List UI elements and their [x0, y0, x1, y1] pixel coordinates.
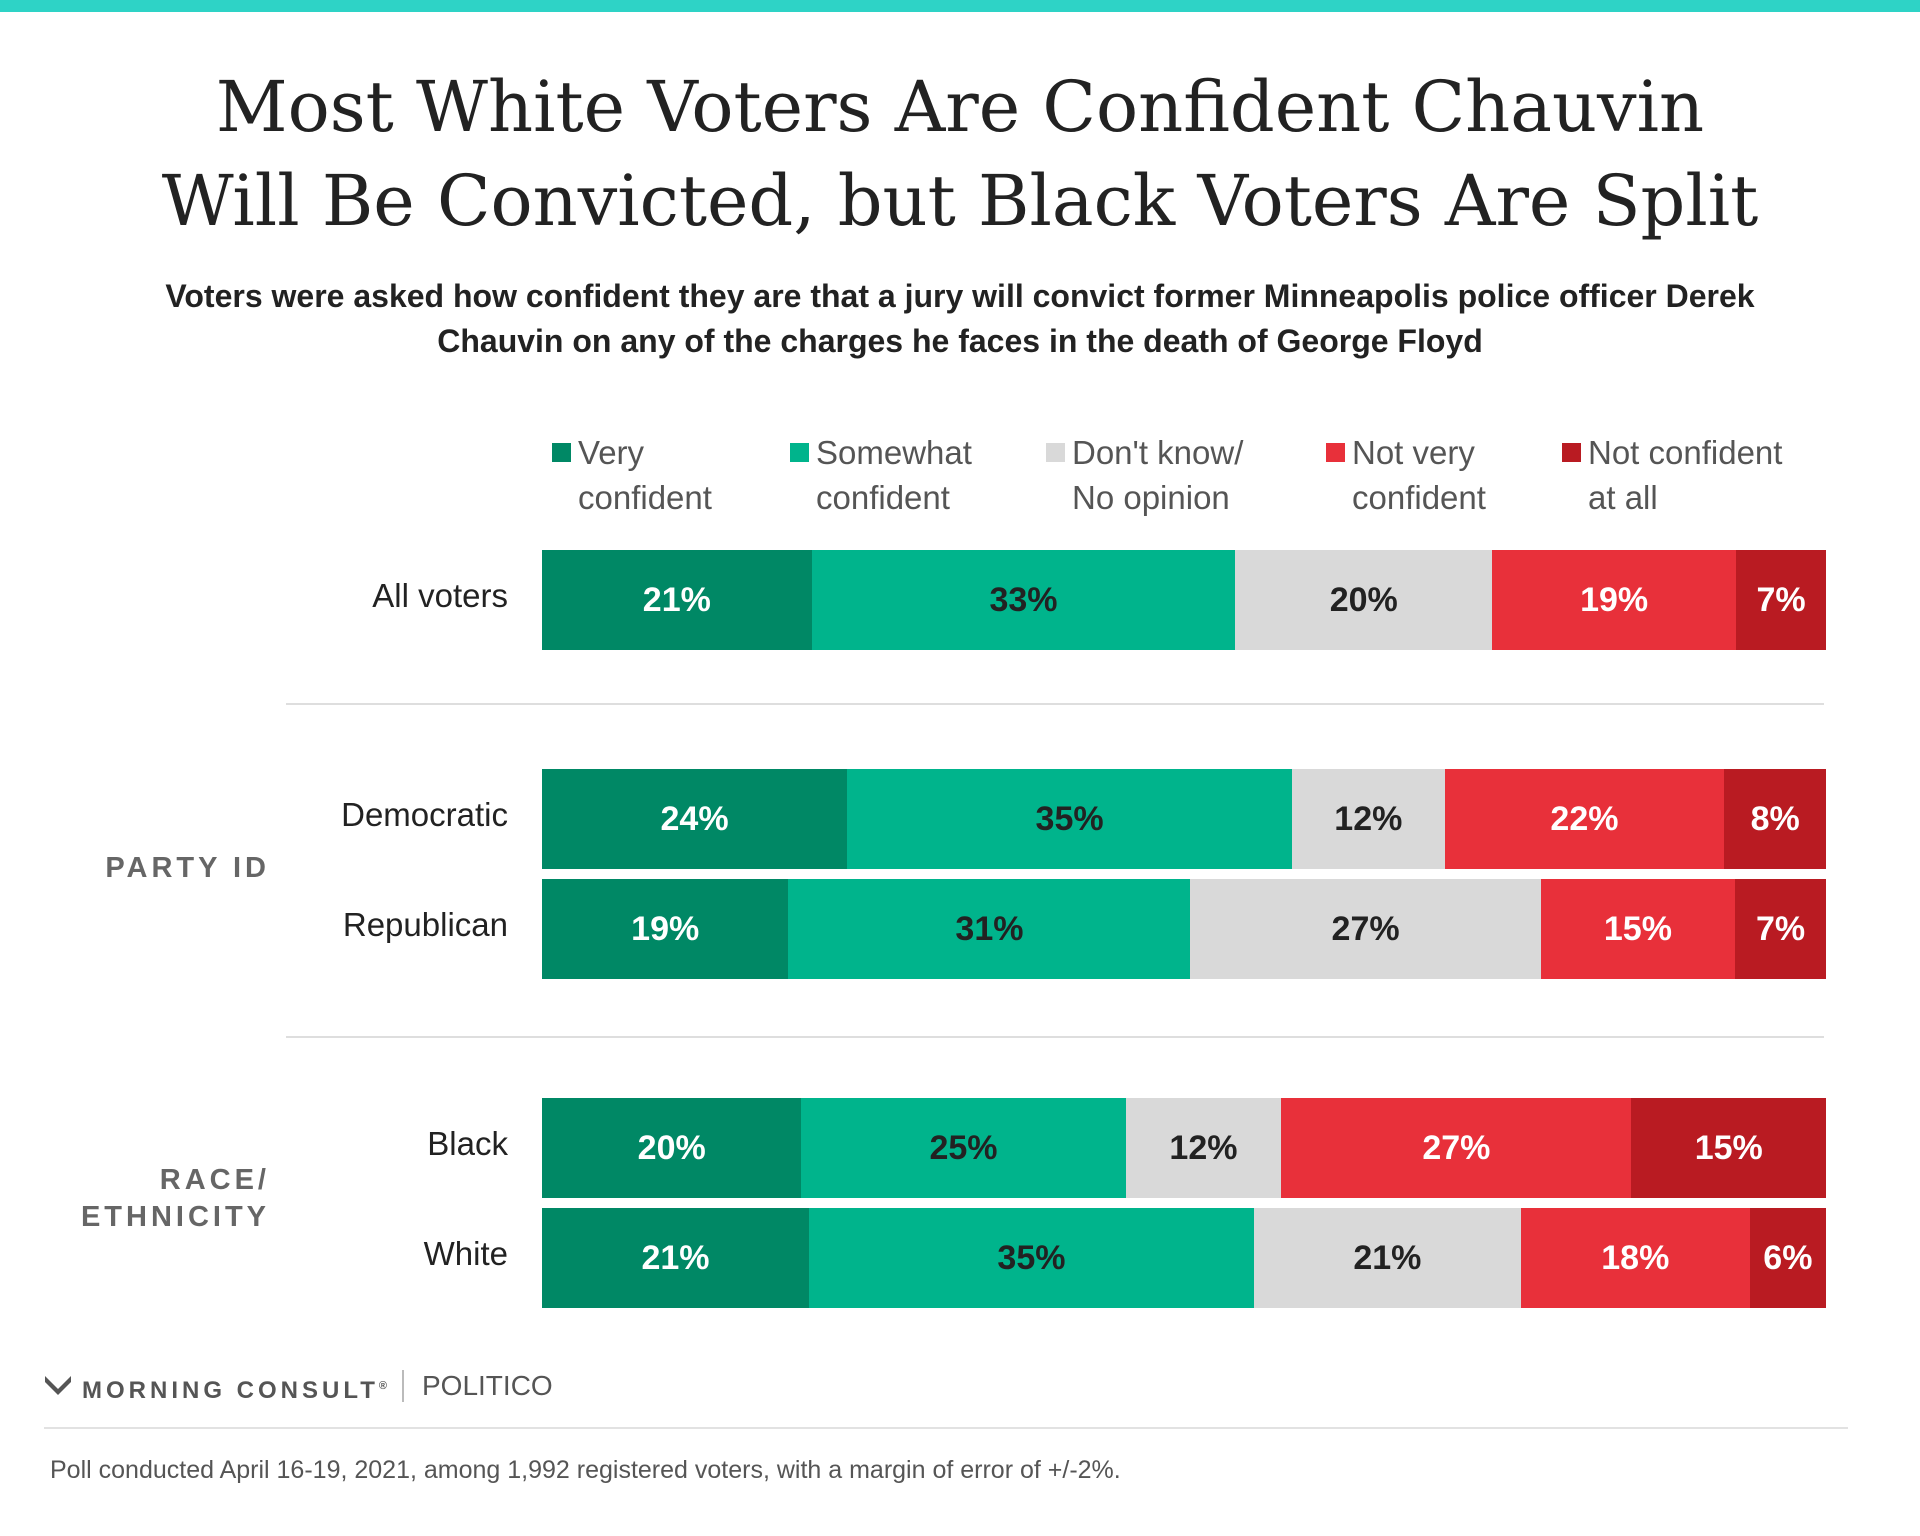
legend-label: Not very confident [1352, 434, 1486, 516]
bar-segment: 27% [1190, 879, 1541, 979]
bar-segment: 19% [542, 879, 789, 979]
bar-segment: 27% [1281, 1098, 1632, 1198]
bar-segment: 6% [1749, 1208, 1826, 1308]
bar-segment: 25% [801, 1098, 1126, 1198]
bar-segment: 7% [1736, 550, 1826, 650]
legend-label: Very confident [578, 434, 712, 516]
top-accent-bar [0, 0, 1920, 12]
group-divider [286, 703, 1824, 705]
legend-label: Not confident at all [1588, 434, 1783, 516]
legend-swatch [1326, 443, 1345, 462]
bar-segment: 20% [1235, 550, 1493, 650]
group-divider [286, 1036, 1824, 1038]
bar-segment: 21% [542, 1208, 809, 1308]
logo-separator [402, 1370, 404, 1402]
chart-title: Most White Voters Are Confident Chauvin … [161, 66, 1759, 242]
group-label-line: RACE/ [159, 1164, 270, 1196]
legend-swatch [552, 443, 571, 462]
bar-segment: 21% [542, 550, 812, 650]
legend-swatch [1046, 443, 1065, 462]
politico-wordmark: POLITICO [422, 1370, 553, 1401]
bar-segment: 15% [1540, 879, 1736, 979]
footer-divider [44, 1427, 1848, 1429]
row-label: Black [427, 1125, 508, 1162]
bar-segment: 18% [1520, 1208, 1750, 1308]
row-label: Republican [342, 906, 508, 943]
bar-segment: 7% [1735, 879, 1826, 979]
legend-label: Somewhat confident [816, 434, 972, 516]
bar-segment: 31% [788, 879, 1191, 979]
bar-segment: 12% [1125, 1098, 1282, 1198]
legend-label: Don't know/ No opinion [1072, 434, 1244, 516]
row-label: White [423, 1235, 508, 1272]
bar-segment: 35% [808, 1208, 1254, 1308]
bar-segment: 22% [1444, 769, 1725, 869]
morning-consult-wordmark: MORNING CONSULT® [82, 1377, 387, 1404]
row-label: Democratic [341, 796, 508, 833]
bar-segment: 33% [811, 550, 1236, 650]
bar-segment: 8% [1724, 769, 1826, 869]
morning-consult-logo-icon [45, 1376, 71, 1395]
legend-swatch [1562, 443, 1581, 462]
chart-subtitle: Voters were asked how confident they are… [165, 278, 1755, 359]
bar-segment: 24% [542, 769, 848, 869]
bar-segment: 12% [1292, 769, 1445, 869]
legend-swatch [790, 443, 809, 462]
bar-segment: 15% [1631, 1098, 1826, 1198]
group-label: PARTY ID [105, 852, 270, 884]
methodology-note: Poll conducted April 16-19, 2021, among … [50, 1456, 1121, 1484]
row-label: All voters [372, 577, 508, 614]
bar-segment: 21% [1253, 1208, 1521, 1308]
bar-segment: 20% [542, 1098, 802, 1198]
group-label-line: ETHNICITY [80, 1201, 270, 1233]
bar-segment: 19% [1492, 550, 1737, 650]
bar-segment: 35% [847, 769, 1293, 869]
group-label: RACE/ETHNICITY [40, 1162, 270, 1236]
